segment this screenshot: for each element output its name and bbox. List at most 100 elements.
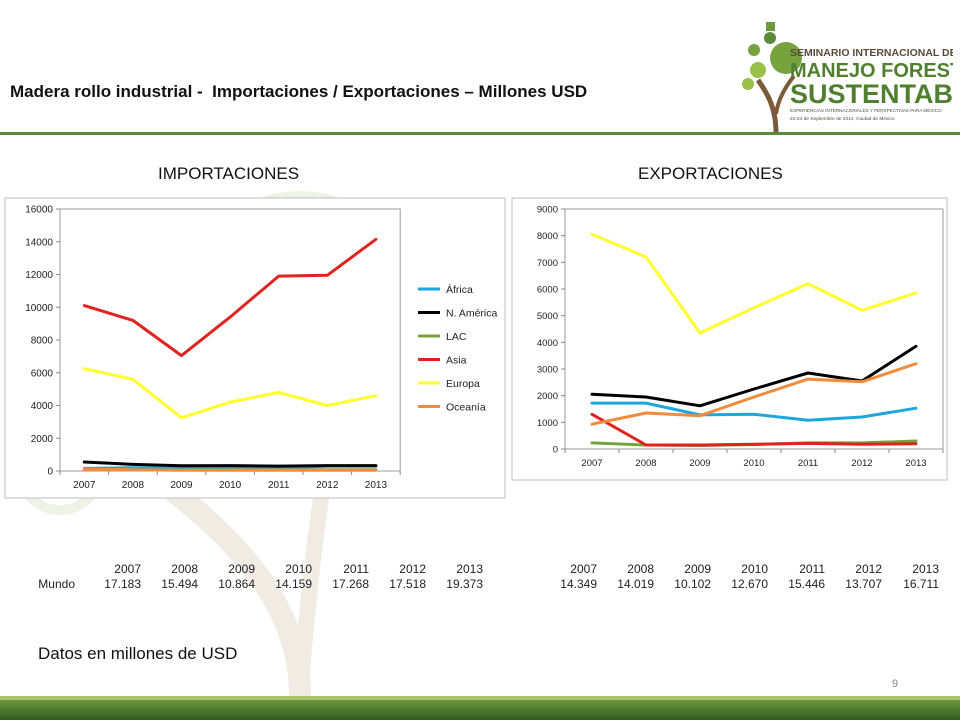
y-tick-label: 16000 <box>25 205 53 216</box>
plot-area <box>564 208 944 450</box>
y-tick-label: 10000 <box>25 303 53 314</box>
exports-chart: 0 1000 2000 3000 4000 5000 6000 7000 8000 9000 200… <box>511 197 948 481</box>
x-tick-label: 2008 <box>635 458 656 469</box>
legend-label: Oceanía <box>446 402 486 414</box>
y-tick-label: 3000 <box>537 365 558 376</box>
table-year: 2013 <box>456 561 483 576</box>
y-tick-label: 7000 <box>537 258 558 269</box>
table-header-row: 2007 2008 2009 2010 2011 2012 2013 <box>540 561 939 576</box>
legend-label: LAC <box>446 331 467 343</box>
table-year: 2011 <box>343 561 369 576</box>
chart-frame <box>511 197 948 481</box>
y-tick-label: 1000 <box>537 418 558 429</box>
y-tick-label: 4000 <box>31 401 54 412</box>
x-tick-label: 2012 <box>316 480 339 491</box>
table-header-row: 2007 2008 2009 2010 2011 2012 2013 <box>20 561 483 576</box>
table-cell: 19.373 <box>446 576 483 591</box>
y-tick-label: 8000 <box>31 336 54 347</box>
x-tick-label: 2007 <box>581 458 602 469</box>
legend-label: África <box>446 283 473 296</box>
table-year: 2008 <box>171 561 198 576</box>
y-tick-label: 2000 <box>537 391 558 402</box>
y-tick-label: 2000 <box>31 434 54 445</box>
x-tick-label: 2011 <box>268 480 290 491</box>
title-divider <box>0 132 960 135</box>
table-year: 2011 <box>799 561 825 576</box>
table-cell: 10.864 <box>218 576 255 591</box>
slide-title: Madera rollo industrial - Importaciones … <box>10 82 588 101</box>
table-year: 2013 <box>912 561 939 576</box>
x-tick-label: 2011 <box>798 458 818 469</box>
table-row: Mundo 17.183 15.494 10.864 14.159 17.268… <box>20 576 483 591</box>
table-cell: 14.019 <box>617 576 654 591</box>
exports-chart-title: EXPORTACIONES <box>638 164 783 183</box>
table-year: 2009 <box>228 561 255 576</box>
series-line-3 <box>82 237 378 358</box>
series-line-4 <box>82 367 378 420</box>
chart-frame <box>4 197 506 499</box>
y-tick-label: 8000 <box>537 231 558 242</box>
table-year: 2010 <box>285 561 312 576</box>
legend-label: N. América <box>446 308 498 320</box>
imports-world-table: 2007 2008 2009 2010 2011 2012 2013 Mundo… <box>20 561 483 591</box>
series-line-0 <box>590 401 918 422</box>
logo-line-5: 22-24 de Septiembre de 2014, Ciudad de M… <box>790 116 895 122</box>
logo-line-1: SEMINARIO INTERNACIONAL DE <box>790 47 953 59</box>
series-line-3 <box>590 412 918 447</box>
exports-world-table: 2007 2008 2009 2010 2011 2012 2013 14.34… <box>540 561 939 591</box>
footer-highlight <box>0 696 960 700</box>
table-cell: 14.159 <box>275 576 312 591</box>
seminar-logo: SEMINARIO INTERNACIONAL DE MANEJO FOREST… <box>742 22 953 132</box>
y-tick-label: 9000 <box>537 205 558 216</box>
x-tick-label: 2013 <box>905 458 926 469</box>
table-year: 2007 <box>114 561 141 576</box>
table-cell: 15.446 <box>788 576 825 591</box>
x-tick-label: 2009 <box>689 458 710 469</box>
imports-chart-title: IMPORTACIONES <box>158 164 300 183</box>
y-tick-label: 6000 <box>31 368 54 379</box>
imports-chart: 0 2000 4000 6000 8000 10000 12000 14000 16000 200… <box>4 197 506 499</box>
table-cell: 14.349 <box>560 576 597 591</box>
y-tick-label: 4000 <box>537 338 558 349</box>
y-tick-label: 5000 <box>537 311 558 322</box>
table-cell: 12.670 <box>731 576 768 591</box>
page-number: 9 <box>892 678 899 690</box>
x-tick-label: 2010 <box>743 458 764 469</box>
table-year: 2010 <box>741 561 768 576</box>
x-tick-label: 2009 <box>170 480 193 491</box>
legend-label: Europa <box>446 378 480 390</box>
table-year: 2012 <box>399 561 426 576</box>
table-cell: 15.494 <box>161 576 198 591</box>
series-line-1 <box>82 460 378 468</box>
series-line-4 <box>590 232 918 335</box>
x-tick-label: 2007 <box>73 480 96 491</box>
x-tick-label: 2012 <box>851 458 872 469</box>
y-tick-label: 14000 <box>25 237 53 248</box>
table-cell: 16.711 <box>903 576 939 591</box>
logo-line-3: SUSTENTABLE <box>790 79 953 109</box>
table-cell: 17.518 <box>389 576 426 591</box>
table-year: 2007 <box>570 561 597 576</box>
series-line-5 <box>82 467 378 472</box>
table-row-label: Mundo <box>38 576 75 591</box>
series-line-5 <box>590 362 918 426</box>
table-year: 2008 <box>627 561 654 576</box>
x-tick-label: 2008 <box>122 480 145 491</box>
table-cell: 13.707 <box>845 576 882 591</box>
y-tick-label: 6000 <box>537 285 558 296</box>
logo-line-4: EXPERIENCIAS INTERNACIONALES Y PERSPECTI… <box>790 107 942 113</box>
table-cell: 17.268 <box>332 576 369 591</box>
logo-line-2: MANEJO FORESTAL <box>790 60 953 82</box>
table-row: 14.349 14.019 10.102 12.670 15.446 13.70… <box>540 576 939 591</box>
table-cell: 17.183 <box>104 576 141 591</box>
legend-label: Asia <box>446 355 467 367</box>
y-tick-label: 12000 <box>25 270 53 281</box>
y-tick-label: 0 <box>47 467 53 478</box>
units-note: Datos en millones de USD <box>38 644 238 663</box>
x-tick-label: 2013 <box>365 480 388 491</box>
x-tick-label: 2010 <box>219 480 242 491</box>
footer-bar <box>0 700 960 720</box>
table-year: 2009 <box>684 561 711 576</box>
y-tick-label: 0 <box>553 445 558 456</box>
table-year: 2012 <box>855 561 882 576</box>
